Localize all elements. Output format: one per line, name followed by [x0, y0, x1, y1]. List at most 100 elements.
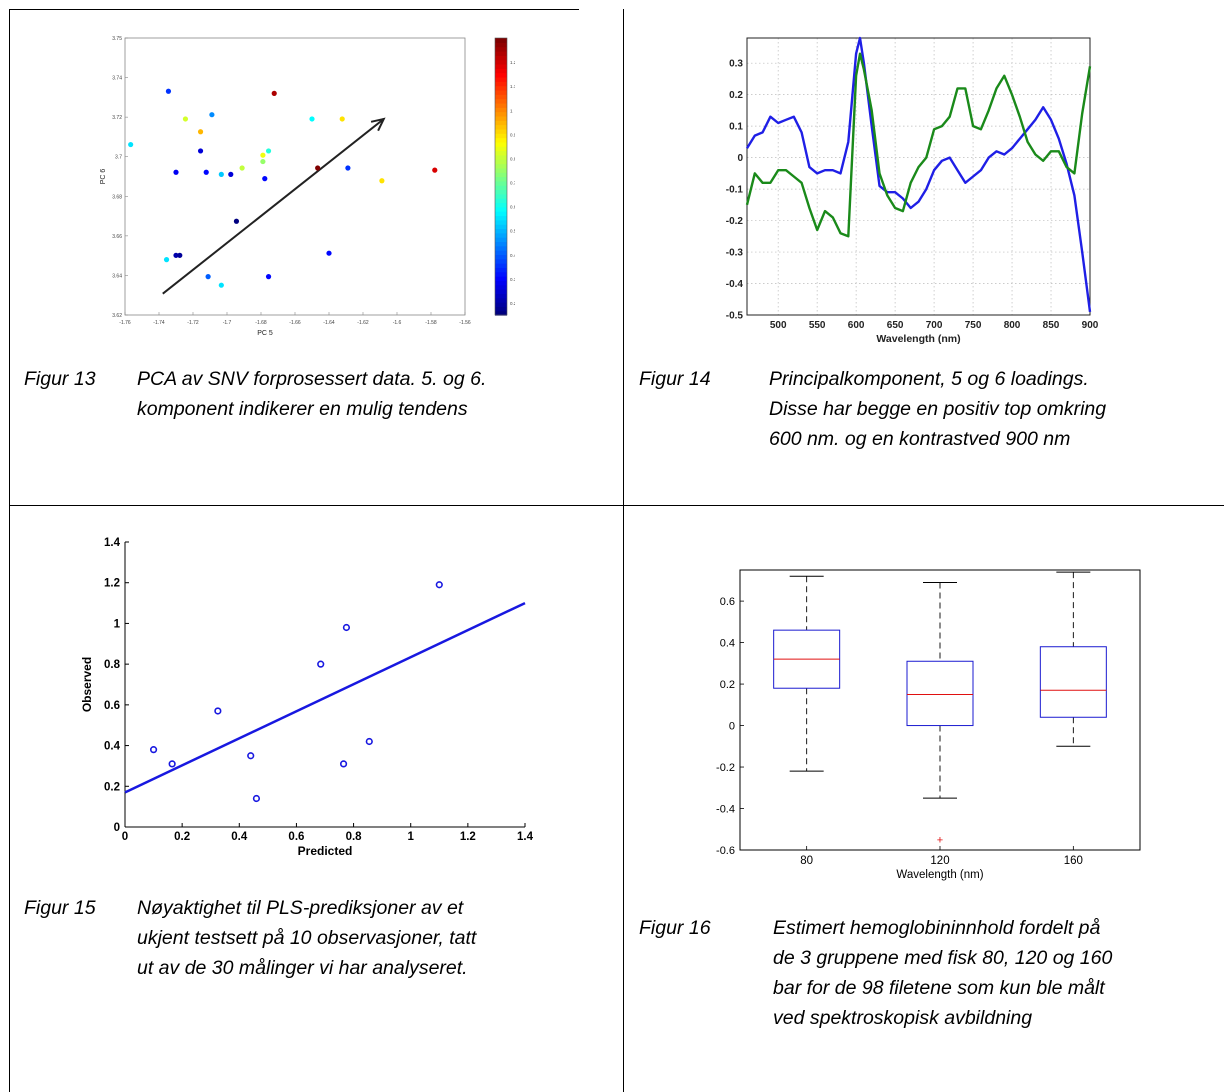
fig13-colorbar-segment: [495, 81, 507, 87]
fig13-data-point: [339, 116, 345, 122]
fig14-series-line: [745, 36, 1092, 313]
fig16-y-tick-label: 0.6: [720, 596, 735, 608]
fig13-colorbar-tick-label: 0.7: [510, 181, 515, 186]
fig13-data-point: [203, 169, 209, 175]
fig13-data-point: [165, 88, 172, 94]
fig15-data-point: [214, 707, 222, 715]
fig15-caption-line: ut av de 30 målinger vi har analyseret.: [137, 957, 468, 979]
fig16-box: [1039, 646, 1107, 718]
fig15-caption-line: Nøyaktighet til PLS-prediksjoner av et: [137, 897, 464, 919]
fig13-colorbar-segment: [495, 185, 507, 191]
fig13-data-point: [177, 252, 183, 258]
fig15-y-tick-label: 1.2: [104, 578, 120, 590]
fig16-caption-line: bar for de 98 filetene som kun ble målt: [773, 977, 1105, 999]
fig14-y-tick-label: -0.2: [726, 216, 744, 227]
fig13-x-tick-label: -1.6: [393, 320, 402, 326]
fig13-trend-arrow-line: [162, 118, 385, 295]
fig13-data-point: [345, 165, 351, 171]
figure-grid: [9, 9, 1224, 1092]
fig13-colorbar-segment: [495, 176, 507, 182]
fig16-x-tick-label: 80: [800, 855, 813, 867]
fig15-caption: Figur 15 Nøyaktighet til PLS-prediksjone…: [24, 893, 614, 993]
fig16-outlier-marker: +: [937, 835, 943, 847]
fig13-data-point: [218, 282, 224, 288]
fig13-colorbar-segment: [495, 55, 507, 61]
fig13-colorbar-segment: [495, 146, 507, 152]
fig13-colorbar-segment: [495, 72, 507, 78]
fig14-y-tick-label: 0.3: [729, 59, 743, 70]
fig13-data-point: [197, 129, 204, 135]
fig15-x-axis-label: Predicted: [298, 844, 353, 858]
fig13-colorbar-tick-label: 1: [510, 108, 513, 113]
fig16-caption-line: Estimert hemoglobininnhold fordelt på: [773, 917, 1101, 939]
table-border-center: [623, 9, 624, 1092]
fig15-x-tick-label: 0.8: [346, 831, 363, 843]
fig14-number: Figur 14: [639, 368, 711, 390]
fig13-colorbar-segment: [495, 159, 507, 165]
fig13-x-tick-label: -1.76: [119, 320, 131, 326]
fig13-data-point: [218, 171, 224, 177]
fig15-y-tick-label: 0.8: [104, 659, 121, 671]
fig16-y-tick-label: 0.2: [720, 679, 735, 691]
fig13-data-point: [163, 257, 170, 263]
fig13-y-tick-label: 3.64: [112, 273, 122, 279]
fig16-caption-text: Estimert hemoglobininnhold fordelt på de…: [773, 913, 1112, 1033]
fig14-y-tick-label: 0: [737, 153, 743, 164]
fig13-colorbar-segment: [495, 211, 507, 217]
fig13-y-tick-label: 3.74: [112, 76, 122, 82]
fig13-x-tick-label: -1.68: [255, 320, 267, 326]
fig13-data-point: [173, 169, 179, 175]
fig13-data-point: [309, 116, 315, 122]
fig15-data-point: [435, 581, 443, 589]
fig13-data-point: [197, 148, 204, 154]
fig13-colorbar-segment: [495, 133, 507, 139]
fig13-plot-frame: [124, 37, 466, 316]
fig15-x-tick-label: 1.4: [517, 831, 534, 843]
fig15-data-point: [339, 760, 348, 768]
fig13-x-tick-label: -1.74: [153, 320, 165, 326]
fig15-x-tick-label: 0.2: [174, 831, 190, 843]
fig13-colorbar-tick-label: 0.9: [510, 132, 515, 137]
fig14-x-tick-label: 600: [848, 320, 865, 331]
fig16-y-tick-label: -0.6: [716, 845, 735, 857]
fig13-colorbar-segment: [495, 124, 507, 130]
fig13-colorbar-segment: [495, 98, 507, 104]
fig13-y-tick-label: 3.75: [112, 36, 122, 42]
fig13-y-tick-label: 3.7: [115, 155, 122, 161]
fig15-y-tick-label: 0.4: [104, 741, 121, 753]
fig13-colorbar-segment: [495, 59, 507, 65]
fig13-colorbar-segment: [495, 46, 507, 52]
fig13-colorbar-segment: [495, 293, 507, 299]
fig13-caption-line: komponent indikerer en mulig tendens: [137, 398, 468, 420]
fig15-y-tick-label: 1: [114, 618, 121, 630]
fig13-colorbar-frame: [494, 37, 508, 316]
fig15-y-tick-label: 0: [114, 822, 120, 834]
fig15-x-tick-label: 1.2: [460, 831, 476, 843]
fig13-x-tick-label: -1.7: [223, 320, 232, 326]
fig13-colorbar-segment: [495, 193, 507, 199]
fig13-data-point: [209, 112, 215, 118]
fig13-colorbar-segment: [495, 137, 507, 143]
fig13-colorbar-tick-label: 0.2: [510, 301, 515, 306]
fig13-y-tick-label: 3.62: [112, 313, 122, 319]
fig14-y-tick-label: 0.1: [729, 122, 743, 133]
fig13-colorbar-segment: [495, 306, 507, 312]
fig13-colorbar-segment: [495, 167, 507, 173]
fig13-colorbar-segment: [495, 241, 507, 247]
fig13-number: Figur 13: [24, 368, 96, 390]
fig13-y-tick-label: 3.66: [112, 234, 122, 240]
fig13-data-point: [205, 274, 211, 280]
fig14-caption-line: 600 nm. og en kontrastved 900 nm: [769, 428, 1071, 450]
fig16-box: [906, 660, 974, 727]
fig14-x-tick-label: 900: [1082, 320, 1099, 331]
fig13-data-point: [271, 90, 277, 96]
fig13-y-tick-label: 3.72: [112, 115, 122, 121]
fig13-colorbar-tick-label: 1.2: [510, 60, 515, 65]
fig15-caption-text: Nøyaktighet til PLS-prediksjoner av et u…: [137, 893, 476, 983]
fig13-data-point: [262, 176, 268, 182]
fig16-x-axis-label: Wavelength (nm): [896, 869, 983, 881]
fig15-y-tick-label: 1.4: [104, 537, 121, 549]
fig13-x-tick-label: -1.58: [425, 320, 437, 326]
fig15-number: Figur 15: [24, 897, 96, 919]
fig16-number: Figur 16: [639, 917, 711, 939]
